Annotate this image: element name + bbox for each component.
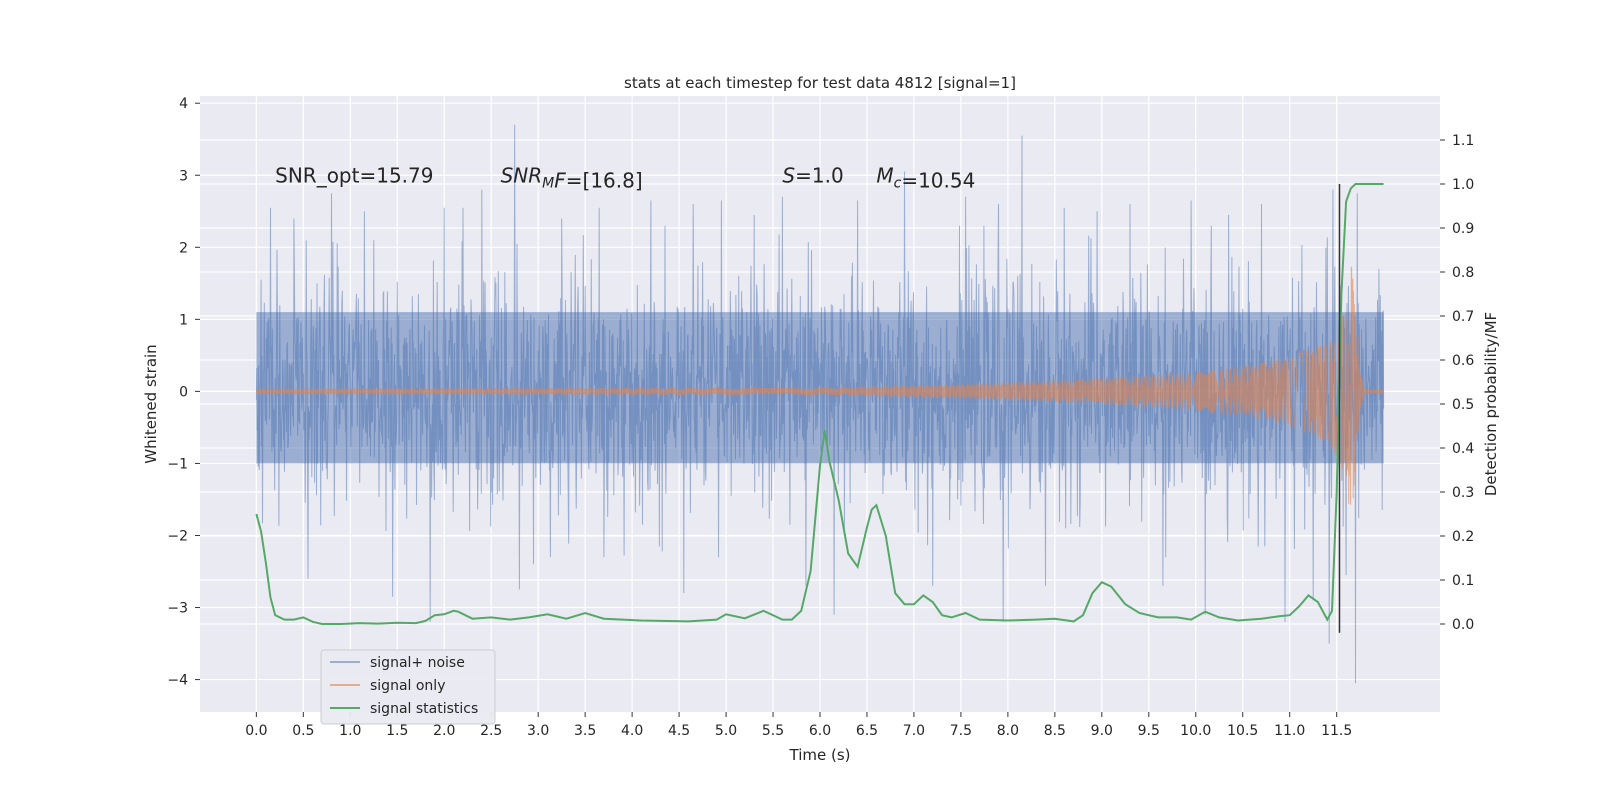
x-tick-label: 10.5 xyxy=(1227,723,1258,739)
annotation-segment: =10.54 xyxy=(901,168,975,192)
x-tick-label: 4.0 xyxy=(621,723,643,739)
annotations: SNR_opt=15.79 SNRMF=[16.8] S=1.0 Mc=10.54 xyxy=(275,163,975,192)
x-tick-label: 0.0 xyxy=(245,723,267,739)
x-axis-ticks: 0.0 0.5 1.0 1.5 2.0 2.5 3.0 3.5 4.0 4.5 5.0 5.5 6.0 6… xyxy=(245,712,1352,739)
y-tick-label: −2 xyxy=(167,528,188,544)
x-tick-label: 3.0 xyxy=(527,723,549,739)
y2-axis-label: Detection probability/MF xyxy=(1482,312,1500,496)
x-tick-label: 2.5 xyxy=(480,723,502,739)
x-tick-label: 6.0 xyxy=(809,723,831,739)
series-signal-only xyxy=(255,266,1385,505)
series-signal-statistics xyxy=(255,183,1384,625)
annotation-segment: F xyxy=(554,168,566,192)
x-tick-label: 7.5 xyxy=(950,723,972,739)
x-tick-label: 4.5 xyxy=(668,723,690,739)
y-tick-label: −3 xyxy=(167,601,188,617)
x-tick-label: 11.5 xyxy=(1321,723,1352,739)
x-tick-label: 8.5 xyxy=(1044,723,1066,739)
annotation-segment: =[16.8] xyxy=(566,168,643,192)
x-tick-label: 5.5 xyxy=(762,723,784,739)
signal-only-line xyxy=(255,266,1385,505)
annotation-segment: M xyxy=(876,163,893,187)
y-axis-ticks: −4 −3 −2 −1 0 1 2 3 4 xyxy=(167,96,200,689)
x-tick-label: 11.0 xyxy=(1274,723,1305,739)
y-tick-label: −4 xyxy=(167,673,188,689)
y2-tick-label: 0.3 xyxy=(1452,485,1474,501)
y-tick-label: 4 xyxy=(179,96,188,112)
x-tick-label: 1.0 xyxy=(339,723,361,739)
y2-tick-label: 1.0 xyxy=(1452,177,1474,193)
x-tick-label: 6.5 xyxy=(856,723,878,739)
y-tick-label: −1 xyxy=(167,456,188,472)
annotation-s-value: S=1.0 xyxy=(782,163,843,187)
x-tick-label: 0.5 xyxy=(292,723,314,739)
y-axis-label: Whitened strain xyxy=(142,344,160,463)
legend-box xyxy=(320,649,496,725)
annotation-snr-mf: SNRMF=[16.8] xyxy=(501,163,643,192)
legend-label-signal-statistics: signal statistics xyxy=(370,701,478,717)
legend: signal+ noise signal only signal statist… xyxy=(320,649,496,725)
x-tick-label: 2.0 xyxy=(433,723,455,739)
y2-tick-label: 1.1 xyxy=(1452,133,1474,149)
y2-tick-label: 0.6 xyxy=(1452,353,1474,369)
y-tick-label: 3 xyxy=(179,168,188,184)
y2-tick-label: 0.9 xyxy=(1452,221,1474,237)
signal-statistics-line xyxy=(255,183,1384,625)
annotation-segment: SNR xyxy=(501,163,543,187)
x-tick-label: 10.0 xyxy=(1180,723,1211,739)
x-tick-label: 8.0 xyxy=(997,723,1019,739)
y2-tick-label: 0.2 xyxy=(1452,529,1474,545)
y-tick-label: 0 xyxy=(179,384,188,400)
annotation-segment: c xyxy=(894,175,902,191)
x-tick-label: 3.5 xyxy=(574,723,596,739)
annotation-segment: M xyxy=(542,175,554,191)
chart-title: stats at each timestep for test data 481… xyxy=(624,74,1016,92)
x-tick-label: 9.0 xyxy=(1091,723,1113,739)
x-tick-label: 1.5 xyxy=(386,723,408,739)
legend-label-signal-only: signal only xyxy=(370,678,445,694)
x-axis-label: Time (s) xyxy=(789,746,851,764)
y-tick-label: 2 xyxy=(179,240,188,256)
y2-tick-label: 0.0 xyxy=(1452,617,1474,633)
x-tick-label: 7.0 xyxy=(903,723,925,739)
y2-axis-ticks: 0.0 0.1 0.2 0.3 0.4 0.5 0.6 0.7 0.8 0.9 1.0 1.1 xyxy=(1440,133,1474,633)
y2-tick-label: 0.4 xyxy=(1452,441,1474,457)
annotation-segment: =1.0 xyxy=(795,163,844,187)
annotation-segment: S xyxy=(782,163,795,187)
x-tick-label: 9.5 xyxy=(1138,723,1160,739)
y2-tick-label: 0.1 xyxy=(1452,573,1474,589)
annotation-snr-opt: SNR_opt=15.79 xyxy=(275,163,433,187)
y2-tick-label: 0.8 xyxy=(1452,265,1474,281)
y2-tick-label: 0.5 xyxy=(1452,397,1474,413)
annotation-mc-value: Mc=10.54 xyxy=(876,163,975,192)
y-tick-label: 1 xyxy=(179,312,188,328)
y2-tick-label: 0.7 xyxy=(1452,309,1474,325)
x-tick-label: 5.0 xyxy=(715,723,737,739)
legend-label-signal-plus-noise: signal+ noise xyxy=(370,655,465,671)
